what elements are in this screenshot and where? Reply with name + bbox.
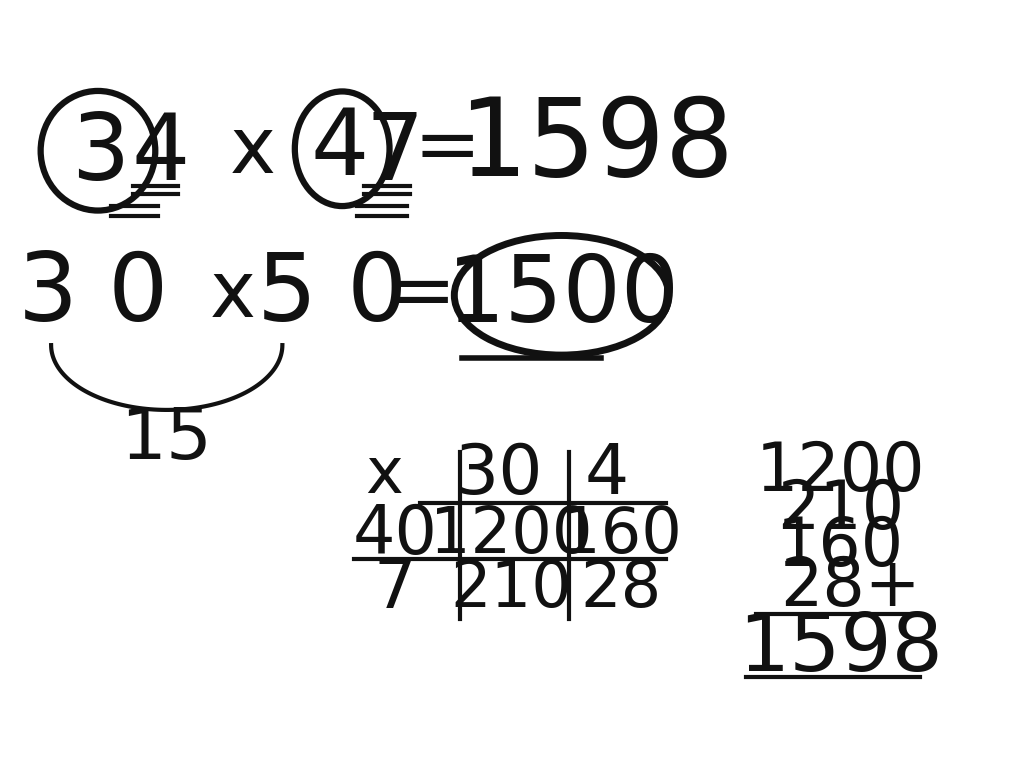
Text: 28+: 28+ bbox=[780, 554, 921, 621]
Text: 7: 7 bbox=[366, 109, 424, 199]
Text: 1200: 1200 bbox=[756, 439, 926, 505]
Text: 30: 30 bbox=[455, 441, 543, 508]
Text: 28: 28 bbox=[581, 558, 662, 621]
Text: x: x bbox=[229, 113, 275, 189]
Text: 7: 7 bbox=[374, 556, 417, 622]
Text: 1500: 1500 bbox=[446, 251, 680, 341]
Text: 160: 160 bbox=[777, 515, 904, 581]
Text: x: x bbox=[366, 444, 402, 505]
Text: 1598: 1598 bbox=[738, 610, 943, 688]
Text: 15: 15 bbox=[120, 406, 212, 475]
Text: 3: 3 bbox=[71, 109, 129, 199]
Text: 4: 4 bbox=[585, 441, 629, 508]
Text: 1200: 1200 bbox=[430, 504, 593, 565]
Text: =: = bbox=[413, 110, 480, 187]
Text: 160: 160 bbox=[560, 504, 682, 565]
Text: 4: 4 bbox=[310, 104, 369, 194]
Text: x: x bbox=[210, 257, 256, 333]
Text: 210: 210 bbox=[451, 558, 572, 621]
Text: 5 0: 5 0 bbox=[257, 250, 408, 341]
Text: 1598: 1598 bbox=[459, 93, 734, 199]
Text: 4: 4 bbox=[132, 109, 189, 199]
Text: 3 0: 3 0 bbox=[17, 250, 168, 341]
Text: 40: 40 bbox=[352, 502, 437, 568]
Text: =: = bbox=[388, 257, 456, 334]
Text: 210: 210 bbox=[777, 477, 904, 543]
